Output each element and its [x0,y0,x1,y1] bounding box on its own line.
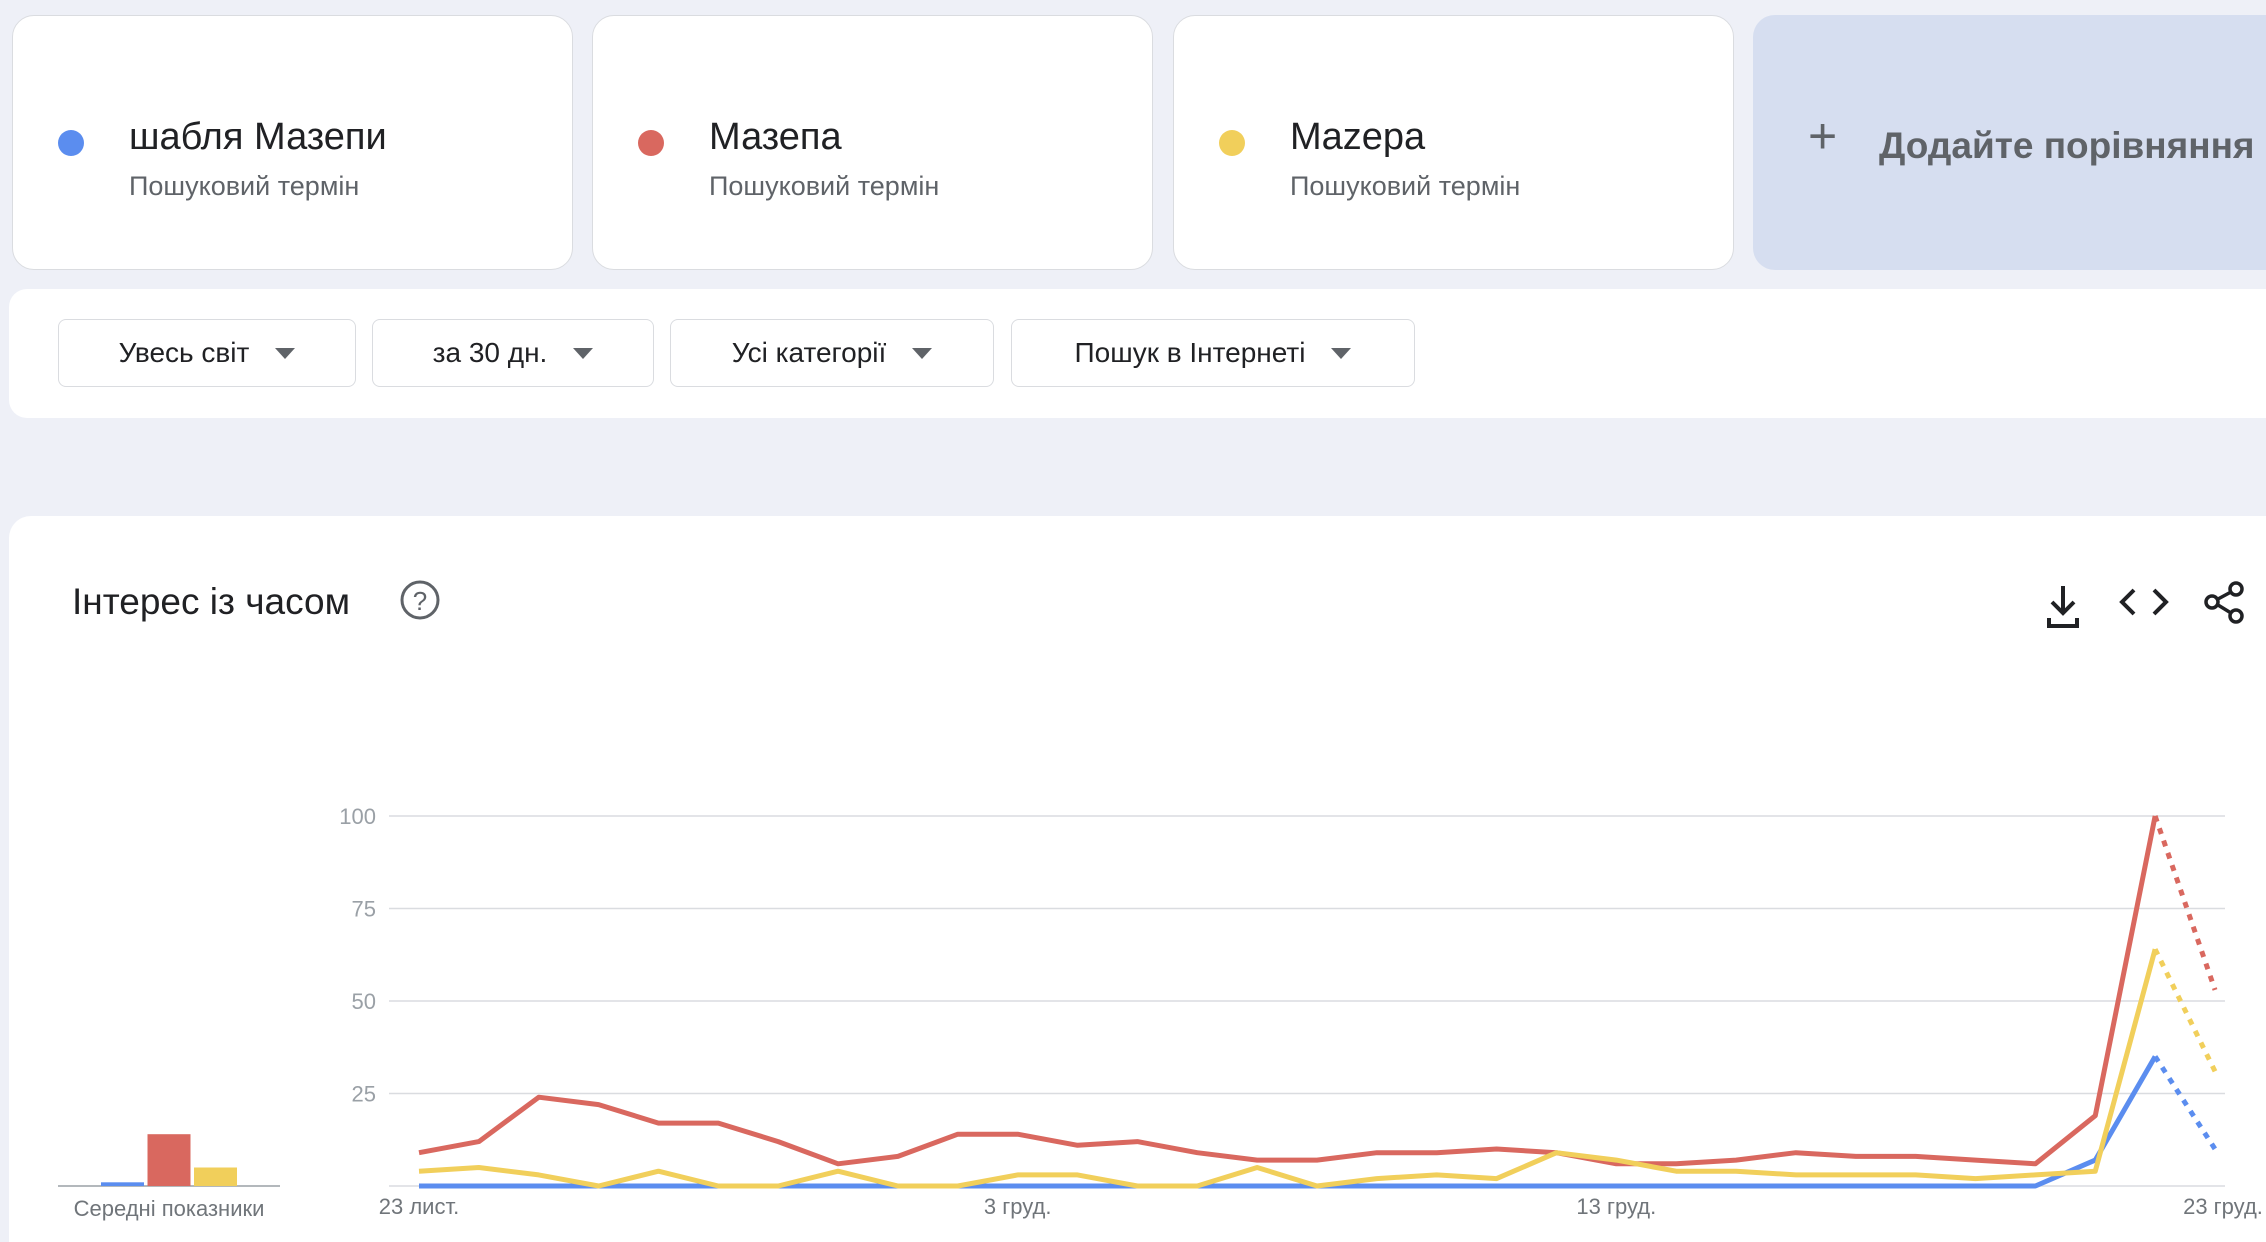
filter-button[interactable]: Усі категорії [670,319,994,387]
average-bar [147,1134,191,1186]
chart-title: Інтерес із часом [72,581,350,622]
term-name: Mazepa [1290,116,1426,158]
dropdown-arrow [275,347,296,359]
term-subtitle: Пошуковий термін [709,171,940,201]
filter-label: Увесь світ [118,337,250,368]
term-subtitle: Пошуковий термін [1290,171,1521,201]
embed-icon[interactable] [2119,588,2169,616]
term-card[interactable]: шабля Мазепи Пошуковий термін [12,15,573,270]
dropdown-arrow [912,347,933,359]
dropdown-arrow [1331,347,1352,359]
x-tick-label: 13 груд. [1576,1194,1656,1219]
y-tick-label: 25 [352,1082,376,1107]
y-tick-label: 75 [352,897,376,922]
term-dot [1219,130,1245,156]
filter-button[interactable]: Увесь світ [58,319,356,387]
add-comparison[interactable]: + Додайте порівняння [1753,15,2266,270]
svg-text:?: ? [413,586,427,616]
x-tick-label: 3 груд. [984,1194,1052,1219]
average-bar [194,1167,237,1186]
share-icon[interactable] [2204,581,2244,624]
term-name: шабля Мазепи [129,116,387,158]
filter-label: Пошук в Інтернеті [1074,337,1306,368]
filter-panel: Увесь світ за 30 дн. Усі категорії Пошук в … [9,289,2266,418]
average-label: Середні показники [74,1196,265,1221]
term-card[interactable]: Мазепа Пошуковий термін [592,15,1153,270]
term-dot [638,130,664,156]
dropdown-arrow [573,347,594,359]
term-subtitle: Пошуковий термін [129,171,360,201]
help-icon[interactable]: ? [400,580,440,620]
term-dot [58,130,84,156]
download-icon[interactable] [2047,586,2079,628]
partial-line [2152,948,2218,1073]
filter-button[interactable]: за 30 дн. [372,319,654,387]
average-bar [101,1182,144,1186]
y-tick-label: 50 [352,989,376,1014]
filter-label: Усі категорії [731,337,887,368]
y-tick-label: 100 [339,804,376,829]
partial-line [2152,815,2218,991]
filter-button[interactable]: Пошук в Інтернеті [1011,319,1415,387]
x-tick-label: 23 груд. [2183,1194,2263,1219]
plus-icon: + [1808,108,1838,164]
partial-line [2153,1055,2218,1151]
x-tick-label: 23 лист. [379,1194,459,1219]
series-line [418,815,2158,1167]
chart-card [9,516,2266,1242]
series-line [418,948,2158,1189]
filter-label: за 30 дн. [432,337,548,368]
add-label: Додайте порівняння [1879,125,2255,166]
term-name: Мазепа [709,116,842,158]
term-card[interactable]: Mazepa Пошуковий термін [1173,15,1734,270]
